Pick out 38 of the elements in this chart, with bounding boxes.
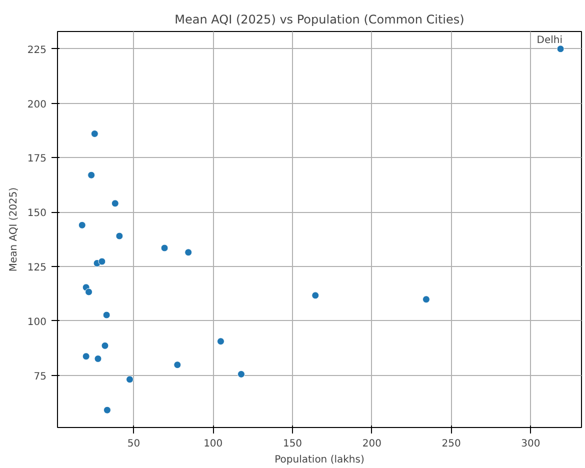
y-tick-label: 200 [27,99,47,110]
point [312,292,320,300]
point [102,311,110,319]
x-tick-label: 50 [127,438,140,450]
point [174,361,182,369]
y-tick-label: 100 [27,316,47,328]
y-axis-title: Mean AQI (2025) [8,187,20,272]
point [184,248,192,256]
point [94,355,102,362]
y-tick-label: 175 [27,154,47,165]
point [556,45,564,53]
point [160,244,168,252]
point [111,200,119,208]
y-tick-label: 125 [27,262,47,274]
annotation: Delhi [536,34,563,46]
x-tick-label: 300 [521,438,540,450]
point [126,376,134,384]
x-tick-label: 100 [204,438,223,450]
y-tick-label: 150 [27,208,47,220]
chart-title: Mean AQI (2025) vs Population (Common Cities) [174,12,464,26]
point [82,352,90,360]
point [88,171,96,179]
x-tick-label: 200 [362,438,382,450]
point [216,338,224,346]
x-tick-label: 150 [282,438,302,450]
point [90,130,98,138]
point [78,221,86,229]
x-axis-title: Population (lakhs) [274,454,364,466]
point [101,342,109,350]
x-tick-label: 250 [442,438,461,450]
point [116,232,124,240]
point [98,258,106,266]
point [237,370,245,378]
y-tick-label: 75 [34,371,47,382]
point [85,288,93,296]
point [103,406,111,414]
point [422,296,430,304]
y-tick-label: 225 [27,44,47,56]
